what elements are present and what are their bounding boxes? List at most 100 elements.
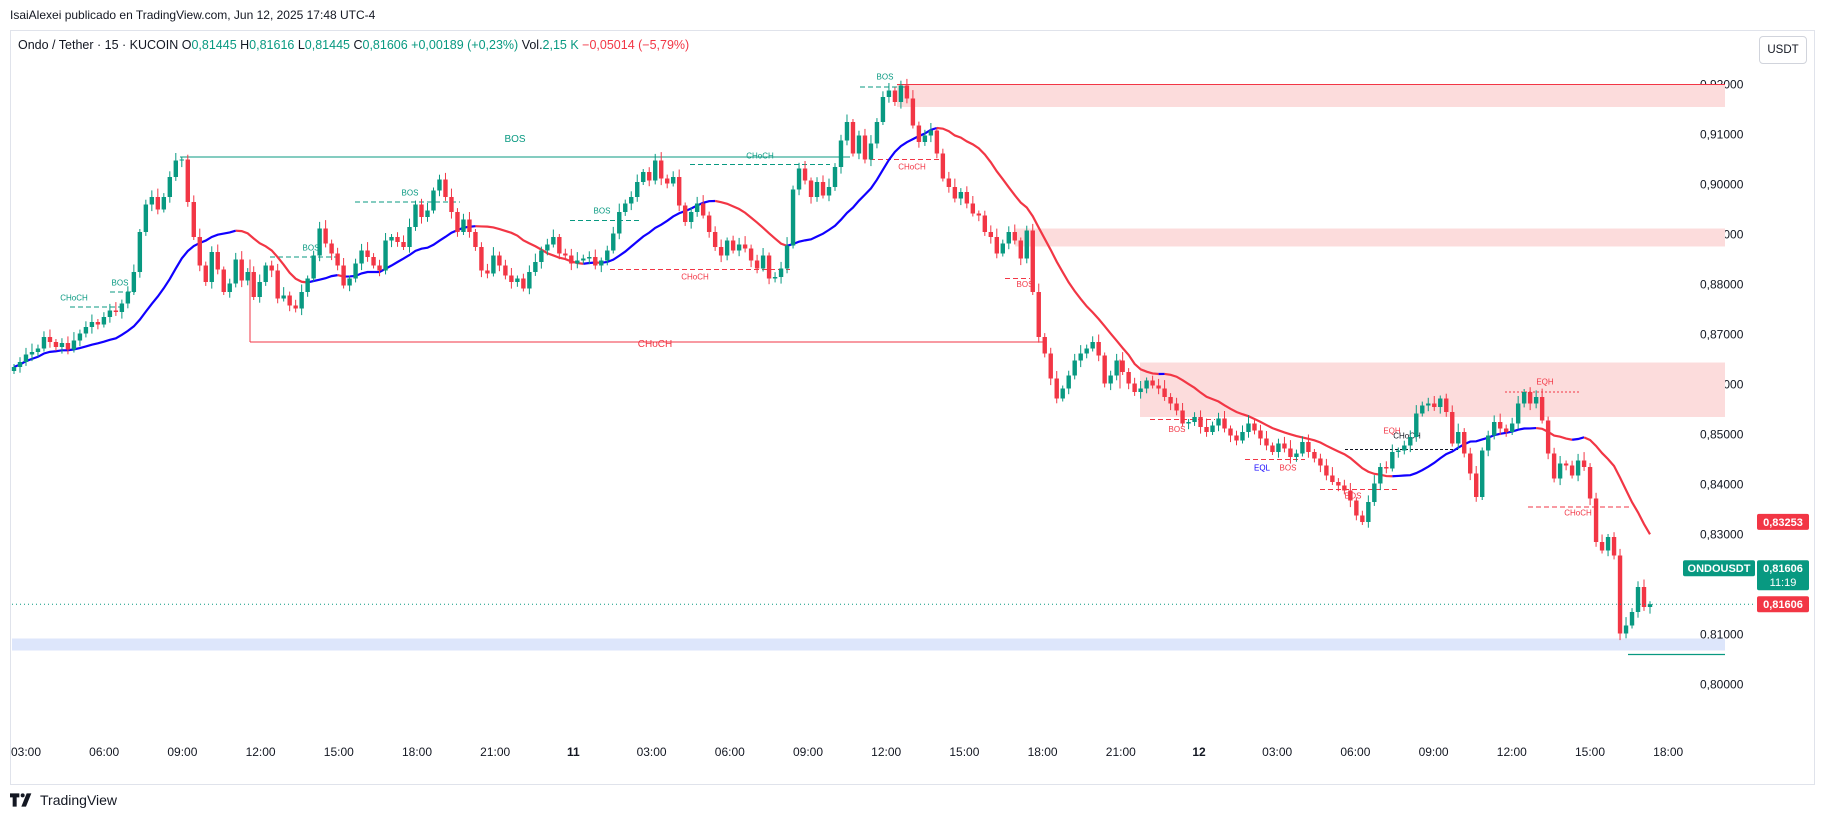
candle-body <box>1270 445 1275 452</box>
candle-body <box>1246 423 1251 432</box>
candle-body <box>473 232 478 247</box>
x-tick-label: 03:00 <box>1262 745 1292 759</box>
candle-body <box>107 310 113 317</box>
candle-body <box>503 265 508 276</box>
candle-body <box>1138 388 1143 392</box>
candle-body <box>718 247 724 256</box>
price-labels: 0,83253 ONDOUSDT 0,81606 11:19 0,81606 <box>12 513 1809 613</box>
structure-label: BOS <box>877 73 894 82</box>
candle-body <box>1192 417 1197 422</box>
candle-body <box>323 228 328 244</box>
candle-body <box>437 179 442 191</box>
candle-body <box>359 250 364 264</box>
candle-body <box>155 197 161 210</box>
candle-body <box>1503 428 1509 432</box>
candle-body <box>730 240 736 251</box>
footer-brand-label: TradingView <box>40 792 118 808</box>
candle-body <box>233 259 238 284</box>
candle-body <box>185 159 190 202</box>
countdown-label: 11:19 <box>1770 577 1797 589</box>
candle-body <box>1629 612 1635 626</box>
candle-body <box>299 292 304 309</box>
candle-body <box>880 97 886 122</box>
candle-body <box>1539 397 1545 421</box>
currency-button[interactable]: USDT <box>1759 36 1807 64</box>
candle-body <box>946 178 952 187</box>
candle-body <box>1599 542 1605 551</box>
candle-body <box>161 197 167 210</box>
footer-brand[interactable]: TradingView <box>10 792 117 808</box>
candle-body <box>665 178 670 184</box>
candle-body <box>521 278 526 289</box>
candle-body <box>623 203 628 212</box>
structure-label: BOS <box>1169 425 1186 434</box>
candle-body <box>137 232 143 272</box>
structure-label: BOS <box>504 134 525 145</box>
candle-body <box>383 240 388 271</box>
candle-body <box>143 204 149 232</box>
candle-body <box>1641 587 1647 607</box>
candle-body <box>287 295 292 306</box>
candle-body <box>766 255 772 279</box>
candle-body <box>659 160 664 179</box>
candle-body <box>1396 450 1401 452</box>
candle-body <box>1318 458 1323 466</box>
candle-body <box>1126 372 1131 384</box>
low-label: L <box>297 38 305 52</box>
candle-body <box>1581 460 1587 467</box>
candle-body <box>1354 500 1359 516</box>
candle-body <box>1647 604 1653 607</box>
candle-body <box>964 192 970 204</box>
high-label: H <box>240 38 250 52</box>
candle-body <box>1102 355 1107 384</box>
candle-body <box>1288 448 1293 457</box>
candle-body <box>1575 460 1581 476</box>
structure-label: BOS <box>303 244 320 253</box>
candle-body <box>257 282 262 297</box>
candle-body <box>581 258 586 261</box>
candle-body <box>353 263 358 279</box>
volume-value: 2,15 K <box>542 38 579 52</box>
x-tick-label: 15:00 <box>949 745 979 759</box>
candle-body <box>904 85 910 99</box>
candle-body <box>281 295 286 299</box>
candle-body <box>443 179 448 197</box>
candle-body <box>1276 443 1281 452</box>
candle-body <box>1228 428 1233 436</box>
last-price-label: 0,81606 <box>1763 563 1803 575</box>
close-value: 0,81606 <box>362 38 408 52</box>
candle-body <box>1132 383 1137 392</box>
y-tick-label: 0,88000 <box>1700 278 1744 292</box>
moving-average-line <box>936 126 1159 376</box>
structure-label: CHoCH <box>1564 509 1592 518</box>
candle-body <box>251 272 256 297</box>
candle-body <box>958 192 964 199</box>
candle-body <box>239 259 244 281</box>
candle-body <box>778 268 784 277</box>
candle-body <box>1342 485 1347 491</box>
candle-body <box>545 244 550 251</box>
moving-average-line <box>1536 426 1573 441</box>
candlesticks <box>11 78 1653 641</box>
candle-body <box>1168 397 1173 404</box>
candle-body <box>317 228 322 256</box>
symbol-label[interactable]: Ondo / Tether · 15 · KUCOIN <box>18 38 179 52</box>
candle-body <box>29 352 35 355</box>
candle-body <box>395 237 400 242</box>
candle-body <box>89 322 95 327</box>
candle-body <box>191 202 196 237</box>
x-tick-label: 03:00 <box>637 745 667 759</box>
x-tick-label: 18:00 <box>1028 745 1058 759</box>
candle-body <box>59 343 65 347</box>
moving-average-line <box>1583 436 1651 535</box>
candle-body <box>131 272 137 292</box>
candle-body <box>1156 385 1161 389</box>
candle-body <box>347 278 352 286</box>
candle-body <box>1186 422 1191 424</box>
candle-body <box>1420 405 1425 414</box>
candle-body <box>1090 342 1095 349</box>
candle-body <box>11 367 17 371</box>
candle-body <box>1408 437 1413 446</box>
y-tick-label: 0,81000 <box>1700 628 1744 642</box>
